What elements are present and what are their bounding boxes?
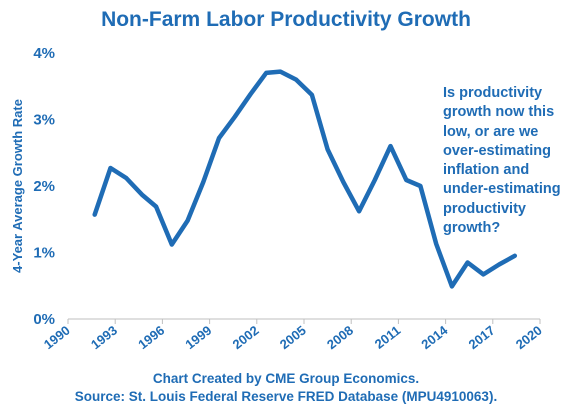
y-tick-label: 3% [33,112,55,129]
annotation-line: Is productivity [443,85,543,101]
x-tick-label: 2011 [372,323,403,352]
annotation-line: inflation and [443,162,530,179]
x-tick-label: 1999 [182,323,214,353]
source-note: Chart Created by CME Group Economics. So… [0,370,572,406]
annotation-line: over-estimating [443,142,551,159]
x-tick-label: 2014 [418,322,451,352]
y-axis-title: 4-Year Average Growth Rate [10,99,25,273]
y-tick-label: 1% [33,245,55,262]
source-citation: Source: St. Louis Federal Reserve FRED D… [74,389,498,404]
x-tick-label: 2017 [466,323,498,353]
x-tick-label: 2002 [230,323,262,353]
y-tick-label: 4% [33,45,55,62]
annotation-line: productivity [443,200,526,217]
annotation-line: growth now this [443,104,555,121]
x-tick-label: 1996 [135,323,167,353]
source-credit: Chart Created by CME Group Economics. [152,371,420,386]
annotation-line: under-estimating [443,181,561,198]
x-tick-label: 1993 [88,323,120,353]
annotation-line: growth? [443,220,501,237]
annotation-line: low, or are we [443,123,539,140]
chart-title: Non-Farm Labor Productivity Growth [101,8,471,31]
y-tick-label: 2% [33,178,55,195]
productivity-series-line [92,69,518,289]
x-tick-label: 2008 [324,323,356,353]
x-tick-label: 2005 [277,323,309,353]
chart-annotation: Is productivity growth now this low, or ar… [443,84,568,238]
x-tick-label: 2020 [513,323,545,353]
y-tick-label: 0% [33,311,55,328]
